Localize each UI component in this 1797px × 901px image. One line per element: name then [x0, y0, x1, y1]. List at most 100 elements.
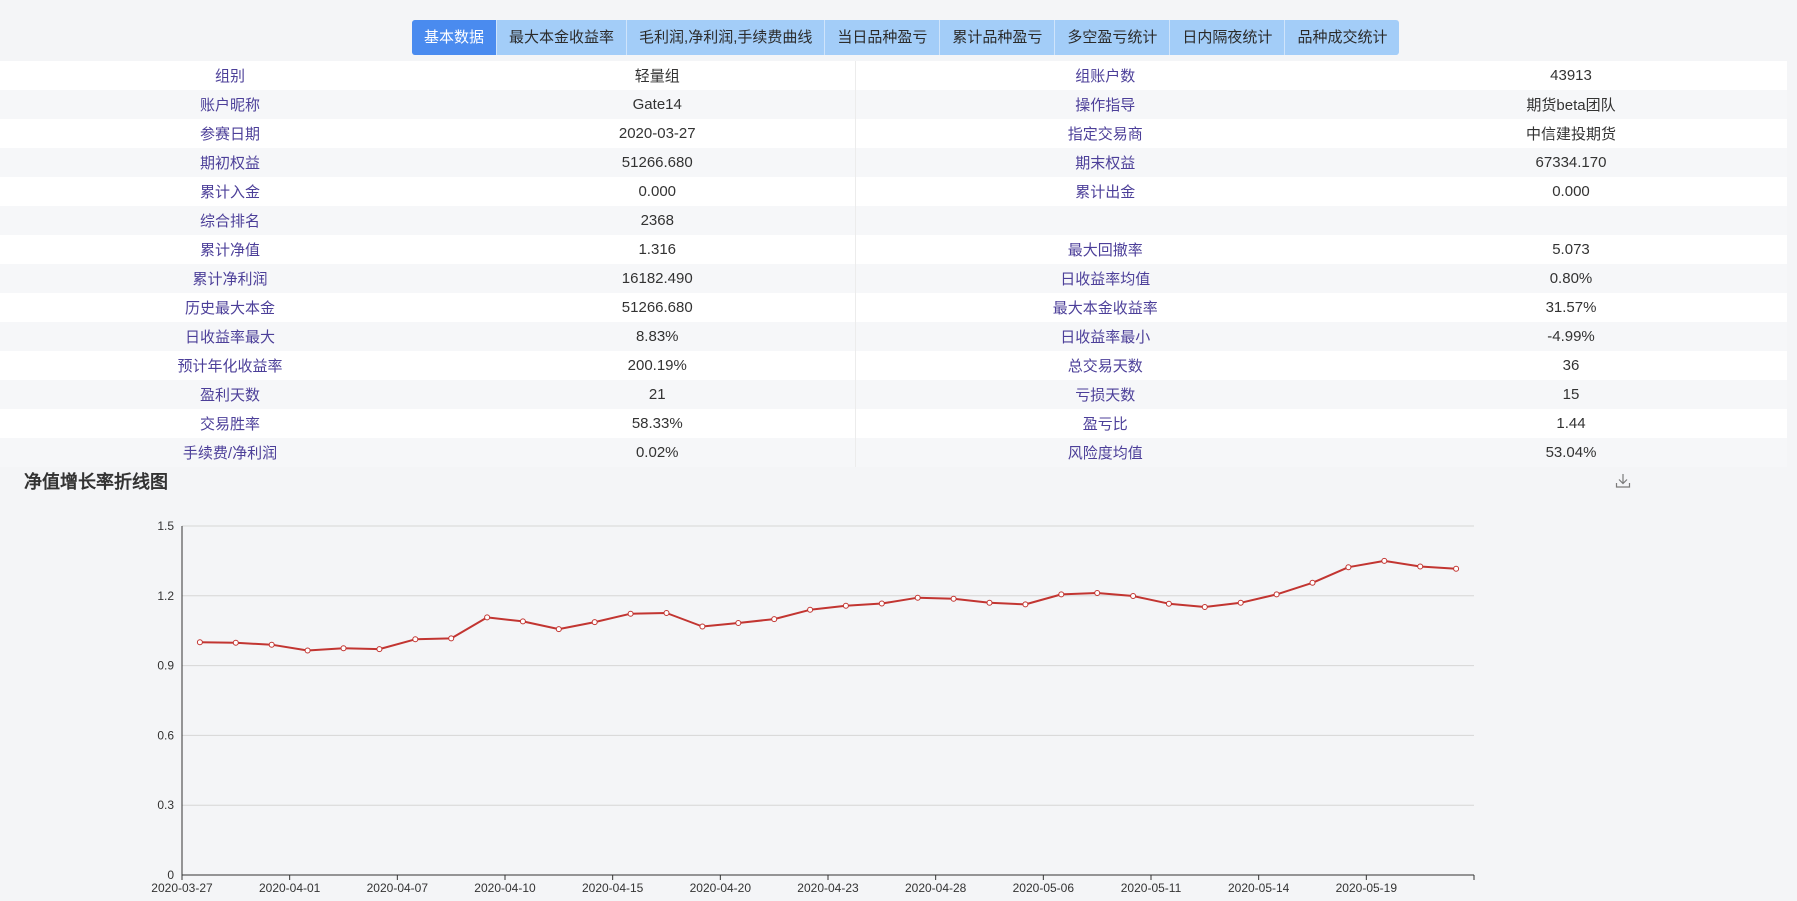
data-point: [196, 639, 203, 646]
field-value: 67334.170: [1355, 148, 1787, 177]
series-line: [199, 559, 1457, 652]
table-row: 预计年化收益率 200.19% 总交易天数 36: [0, 351, 1787, 380]
field-value: -4.99%: [1355, 322, 1787, 351]
y-tick-label: 0.6: [157, 728, 174, 742]
field-value: 43913: [1355, 61, 1787, 90]
tab-intraday-overnight-stats[interactable]: 日内隔夜统计: [1170, 20, 1286, 55]
data-point: [1201, 604, 1208, 610]
table-row: 账户昵称 Gate14 操作指导 期货beta团队: [0, 90, 1787, 119]
field-value: 0.000: [460, 177, 856, 206]
table-row: 累计净值 1.316 最大回撤率 5.073: [0, 235, 1787, 264]
table-row: 交易胜率 58.33% 盈亏比 1.44: [0, 409, 1787, 438]
table-row: 综合排名 2368: [0, 206, 1787, 235]
table-row: 参赛日期 2020-03-27 指定交易商 中信建投期货: [0, 119, 1787, 148]
x-tick-label: 2020-03-27: [151, 881, 213, 895]
download-icon[interactable]: [1614, 472, 1632, 490]
tab-cumulative-product-pnl[interactable]: 累计品种盈亏: [940, 20, 1056, 55]
field-label: 组别: [0, 61, 460, 90]
data-point: [1237, 599, 1244, 606]
table-row: 历史最大本金 51266.680 最大本金收益率 31.57%: [0, 293, 1787, 322]
x-tick-label: 2020-05-06: [1013, 881, 1075, 895]
tab-bar: 基本数据 最大本金收益率 毛利润,净利润,手续费曲线 当日品种盈亏 累计品种盈亏…: [412, 20, 1400, 55]
field-label: 风险度均值: [855, 438, 1355, 467]
table-row: 累计入金 0.000 累计出金 0.000: [0, 177, 1787, 206]
data-point: [735, 620, 742, 626]
data-point: [376, 646, 383, 653]
y-tick-label: 0.3: [157, 798, 174, 812]
data-point: [986, 599, 993, 606]
field-value: 5.073: [1355, 235, 1787, 264]
data-point: [878, 600, 885, 607]
table-row: 盈利天数 21 亏损天数 15: [0, 380, 1787, 409]
data-point: [1094, 590, 1101, 596]
y-tick-label: 1.5: [157, 519, 174, 533]
field-value: 2368: [460, 206, 856, 235]
field-label: 累计净值: [0, 235, 460, 264]
field-value: 0.000: [1355, 177, 1787, 206]
field-label: 指定交易商: [855, 119, 1355, 148]
x-tick-label: 2020-04-07: [367, 881, 429, 895]
data-point: [519, 618, 526, 625]
tab-basic-data[interactable]: 基本数据: [412, 20, 498, 55]
field-label: 最大回撤率: [855, 235, 1355, 264]
field-label: 综合排名: [0, 206, 460, 235]
data-point: [914, 594, 921, 601]
x-tick-label: 2020-04-01: [259, 881, 321, 895]
data-point: [1165, 600, 1172, 607]
tab-daily-product-pnl[interactable]: 当日品种盈亏: [825, 20, 941, 55]
field-label: 期初权益: [0, 148, 460, 177]
data-point: [448, 635, 455, 642]
data-point: [1345, 564, 1352, 571]
x-tick-label: 2020-04-23: [797, 881, 859, 895]
data-point: [1058, 591, 1065, 598]
table-row: 组别 轻量组 组账户数 43913: [0, 61, 1787, 90]
x-tick-label: 2020-05-14: [1228, 881, 1290, 895]
field-label: 历史最大本金: [0, 293, 460, 322]
tab-long-short-stats[interactable]: 多空盈亏统计: [1055, 20, 1171, 55]
net-value-line-chart: 0 0.3 0.6 0.9 1.2 1.5 2020-03-27 2020-04-01 2020…: [151, 519, 1475, 895]
field-value: 1.316: [460, 235, 856, 264]
data-point: [842, 602, 849, 609]
data-point: [1022, 601, 1029, 608]
field-value: 51266.680: [460, 293, 856, 322]
data-point: [555, 626, 562, 633]
tab-profit-fee-curve[interactable]: 毛利润,净利润,手续费曲线: [627, 20, 826, 55]
field-value: 58.33%: [460, 409, 856, 438]
data-point: [591, 619, 598, 626]
field-label: 最大本金收益率: [855, 293, 1355, 322]
data-point: [340, 645, 347, 652]
data-point: [807, 606, 814, 613]
field-value: 期货beta团队: [1355, 90, 1787, 119]
field-label: 参赛日期: [0, 119, 460, 148]
field-value: 36: [1355, 351, 1787, 380]
x-tick-label: 2020-04-15: [582, 881, 644, 895]
field-label: 亏损天数: [855, 380, 1355, 409]
field-label: 日收益率最大: [0, 322, 460, 351]
field-label: 操作指导: [855, 90, 1355, 119]
field-value: 2020-03-27: [460, 119, 856, 148]
x-tick-label: 2020-05-19: [1336, 881, 1398, 895]
y-tick-label: 0: [167, 868, 174, 882]
data-point: [1273, 591, 1280, 598]
field-value: 0.02%: [460, 438, 856, 467]
data-point: [663, 610, 670, 616]
table-row: 累计净利润 16182.490 日收益率均值 0.80%: [0, 264, 1787, 293]
field-value: 16182.490: [460, 264, 856, 293]
field-value: 15: [1355, 380, 1787, 409]
field-value: 中信建投期货: [1355, 119, 1787, 148]
tab-product-trade-stats[interactable]: 品种成交统计: [1297, 29, 1388, 46]
tab-max-principal-return[interactable]: 最大本金收益率: [497, 20, 628, 55]
field-label: 组账户数: [855, 61, 1355, 90]
field-label: 总交易天数: [855, 351, 1355, 380]
x-tick-label: 2020-04-20: [690, 881, 752, 895]
data-point: [484, 614, 491, 621]
field-label: 期末权益: [855, 148, 1355, 177]
x-tick-label: 2020-04-28: [905, 881, 967, 895]
data-point: [1130, 593, 1137, 599]
field-value: 53.04%: [1355, 438, 1787, 467]
field-label: 累计出金: [855, 177, 1355, 206]
data-point: [627, 610, 634, 617]
data-point: [304, 647, 311, 654]
field-label: 盈利天数: [0, 380, 460, 409]
data-point: [268, 641, 275, 648]
